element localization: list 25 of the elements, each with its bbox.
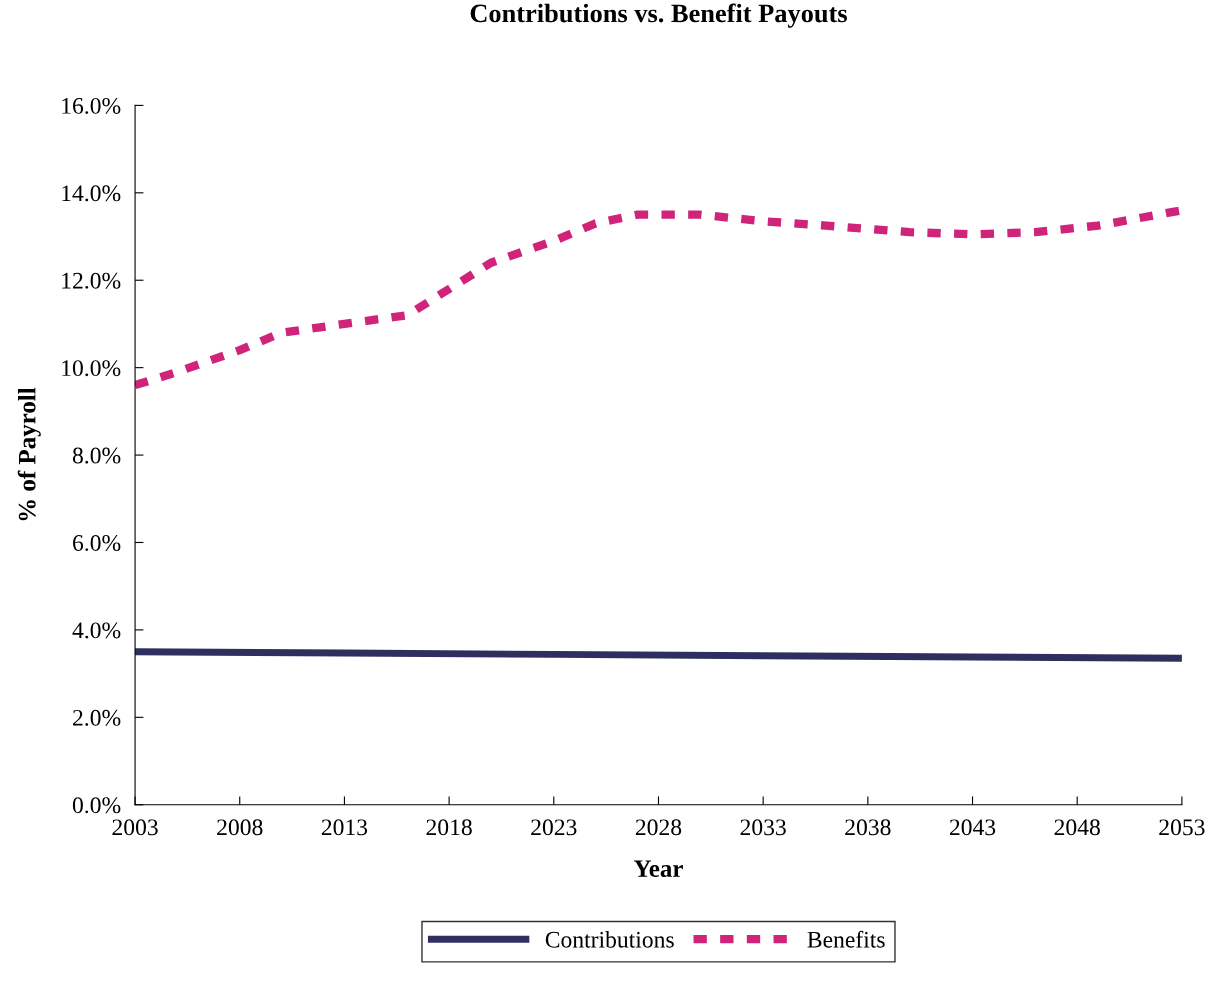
x-axis-title: Year [633,860,683,878]
x-tick-label: 2033 [740,819,786,836]
x-tick-label: 2048 [1054,819,1100,836]
y-tick-label: 12.0% [62,272,121,289]
x-tick-label: 2023 [531,819,577,836]
y-tick-label: 14.0% [62,185,121,202]
y-tick-label: 2.0% [73,709,121,726]
y-tick-label: 0.0% [72,797,121,814]
chart-title: Contributions vs. Benefit Payouts [470,3,847,28]
x-tick-label: 2043 [949,819,996,836]
y-axis-title: % of Payroll [17,387,41,521]
y-tick-label: 4.0% [72,622,121,639]
y-tick-label: 6.0% [73,534,121,552]
x-tick-label: 2038 [845,819,891,836]
x-tick-label: 2018 [426,819,472,836]
x-tick-label: 2053 [1159,819,1205,836]
x-tick-label: 2003 [112,819,158,836]
y-tick-label: 8.0% [72,447,121,464]
y-tick-label: 16.0% [62,97,121,114]
x-tick-label: 2008 [217,819,263,836]
x-tick-label: 2013 [321,819,368,836]
y-tick-label: 10.0% [62,360,121,377]
legend-label: Contributions [545,931,674,948]
x-tick-label: 2028 [635,819,682,836]
legend-label: Benefits [807,930,885,948]
